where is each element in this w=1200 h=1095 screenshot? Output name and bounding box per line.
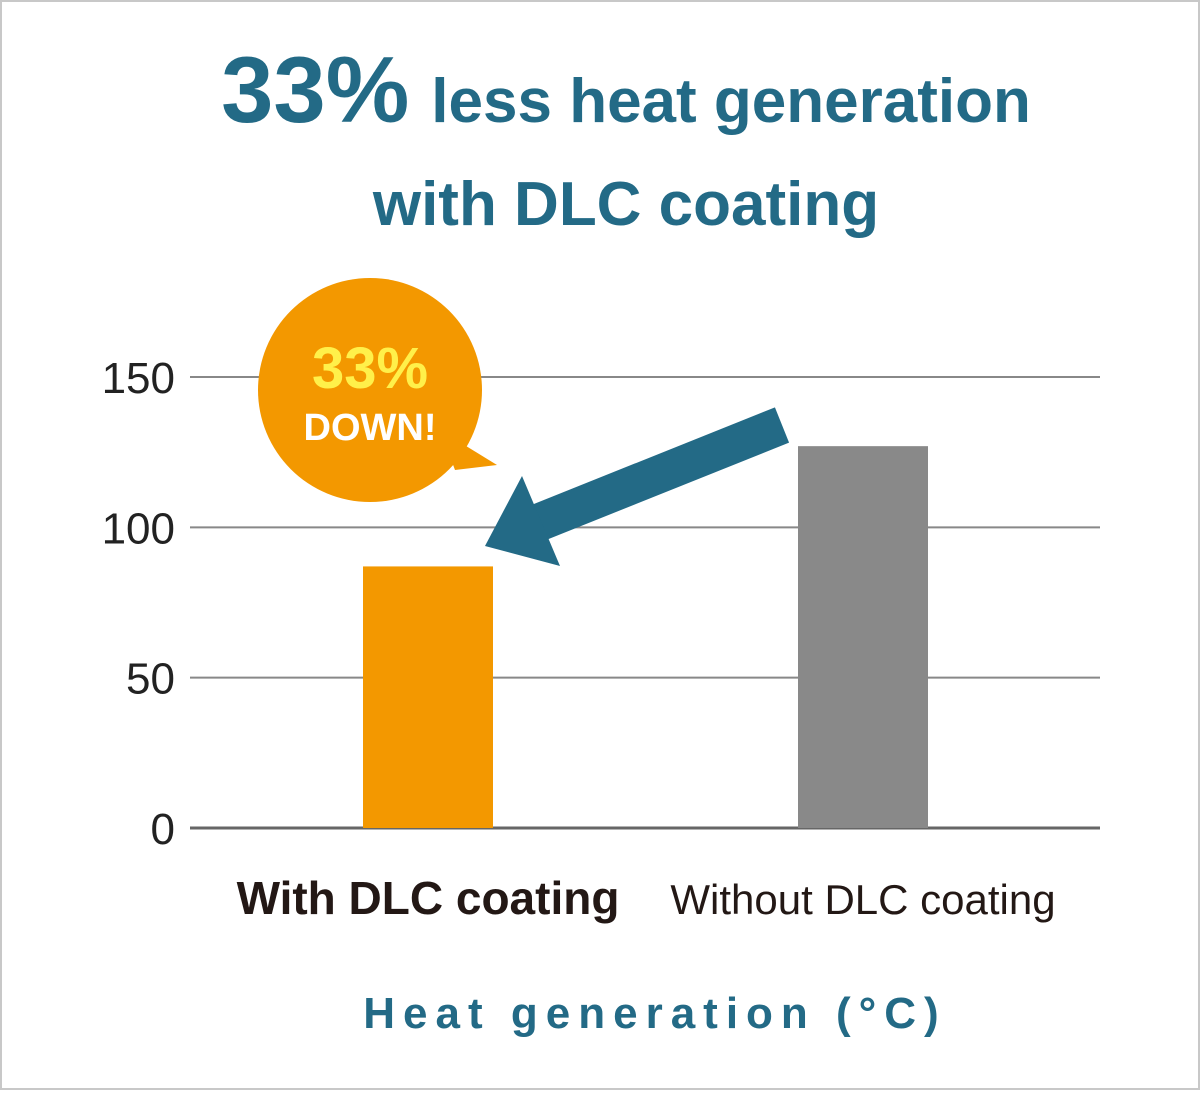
y-tick-label: 100: [102, 504, 175, 553]
bar: [798, 446, 928, 828]
y-tick-label: 150: [102, 354, 175, 403]
callout: 33% DOWN!: [258, 278, 790, 566]
title-line2: with DLC coating: [372, 170, 879, 239]
chart-title: 33% less heat generation: [221, 37, 1031, 142]
x-tick-label: Without DLC coating: [670, 876, 1055, 923]
bubble: [258, 278, 482, 502]
annotation-text: DOWN!: [304, 407, 437, 449]
x-tick-label: With DLC coating: [237, 872, 620, 924]
arrow-head: [485, 476, 560, 566]
plot: 0 50 100 150 With DLC coating Without DLC coa…: [102, 354, 1100, 924]
annotation-value: 33%: [312, 336, 428, 401]
bubble-tail: [440, 430, 497, 470]
bar: [363, 566, 493, 828]
title-line1: less heat generation: [431, 67, 1031, 136]
arrow-shaft: [532, 407, 790, 540]
x-axis-label: Heat generation (°C): [363, 989, 946, 1038]
title-highlight: 33%: [221, 37, 409, 142]
y-tick-label: 0: [151, 805, 175, 854]
y-tick-label: 50: [126, 655, 175, 704]
